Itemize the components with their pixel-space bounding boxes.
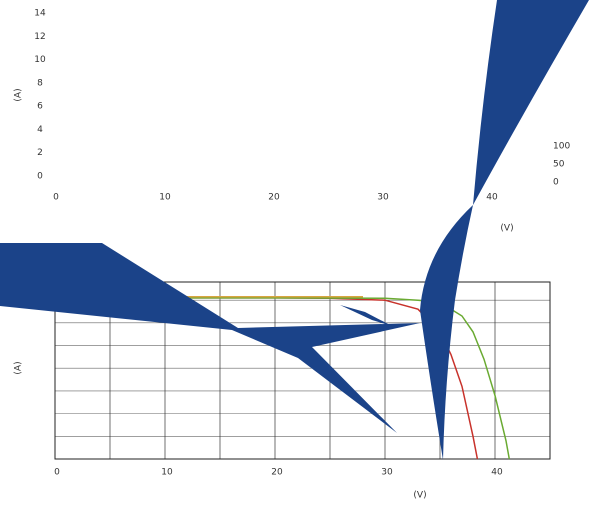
y-tick-label: 12 [34, 32, 45, 42]
decoration [0, 0, 589, 460]
y-tick-label: 10 [34, 55, 46, 65]
y-tick-label: 14 [34, 9, 46, 19]
plot-frame [54, 281, 551, 460]
blue-shape [0, 243, 420, 433]
y-axis-label: (A) [14, 88, 24, 101]
blue-shape [340, 305, 392, 326]
x-tick-label: 0 [54, 468, 60, 478]
x-tick-label: 40 [491, 468, 503, 478]
y2-tick-label: 50 [553, 160, 565, 170]
y-axis-label: (A) [14, 361, 24, 374]
y2-tick-label: 100 [553, 142, 570, 152]
x-tick-label: 30 [381, 468, 393, 478]
x-tick-label: 10 [159, 193, 171, 203]
blue-shape [473, 0, 589, 205]
y-tick-label: 2 [37, 148, 43, 158]
y-tick-label: 6 [37, 102, 43, 112]
y2-tick-label: 0 [553, 178, 559, 188]
y-tick-label: 0 [37, 172, 43, 182]
y-tick-label: 4 [37, 125, 43, 135]
x-axis-label: (V) [413, 491, 426, 501]
x-tick-label: 20 [271, 468, 283, 478]
x-tick-label: 30 [377, 193, 389, 203]
iv-curve [55, 297, 479, 460]
blue-shape [420, 205, 473, 460]
x-axis-label: (V) [500, 224, 513, 234]
x-tick-label: 40 [486, 193, 498, 203]
x-tick-label: 10 [161, 468, 173, 478]
x-tick-label: 20 [268, 193, 280, 203]
x-tick-label: 0 [53, 193, 59, 203]
y-tick-label: 8 [37, 78, 43, 88]
